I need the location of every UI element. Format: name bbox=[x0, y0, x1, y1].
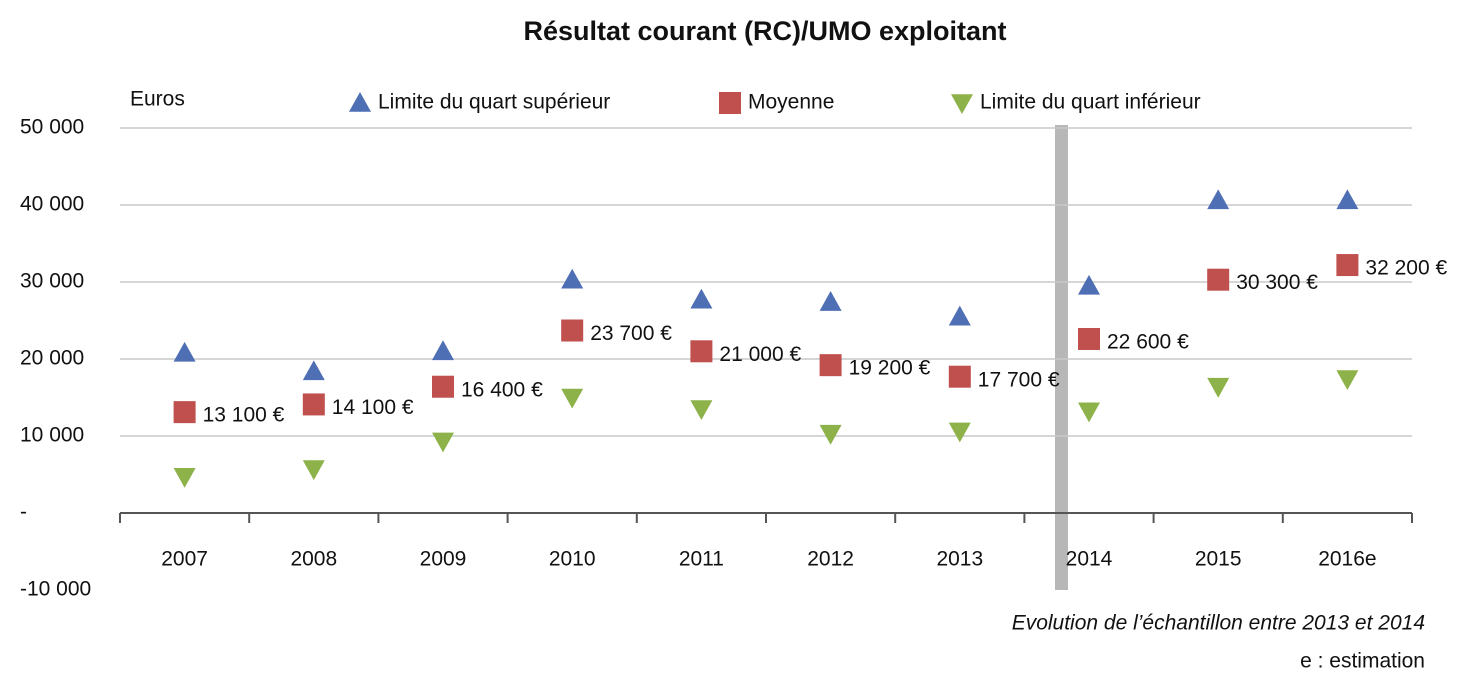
data-label: 14 100 € bbox=[332, 396, 414, 419]
data-label: 30 300 € bbox=[1236, 271, 1318, 294]
data-label: 19 200 € bbox=[849, 357, 931, 380]
data-label: 22 600 € bbox=[1107, 331, 1189, 354]
x-tick-label: 2009 bbox=[420, 548, 467, 571]
point bbox=[948, 422, 971, 443]
point bbox=[561, 268, 584, 289]
legend-marker bbox=[951, 94, 973, 114]
data-label: 17 700 € bbox=[978, 368, 1060, 391]
point bbox=[173, 468, 196, 488]
y-tick-label: 10 000 bbox=[20, 424, 84, 447]
x-tick-label: 2015 bbox=[1195, 548, 1242, 571]
data-label: 32 200 € bbox=[1365, 257, 1447, 280]
point bbox=[1336, 254, 1359, 277]
x-tick-label: 2014 bbox=[1066, 548, 1113, 571]
data-label: 13 100 € bbox=[203, 404, 285, 427]
point bbox=[1336, 370, 1359, 391]
point bbox=[819, 424, 842, 445]
point bbox=[1207, 377, 1230, 398]
y-tick-label: 40 000 bbox=[20, 193, 84, 216]
point bbox=[1078, 327, 1100, 350]
point bbox=[302, 393, 325, 416]
point bbox=[561, 319, 584, 342]
y-tick-label: 30 000 bbox=[20, 270, 84, 293]
point bbox=[690, 288, 713, 309]
point bbox=[819, 354, 842, 377]
x-tick-label: 2007 bbox=[161, 548, 208, 571]
point bbox=[819, 291, 842, 311]
point bbox=[432, 340, 454, 361]
x-tick-label: 2011 bbox=[679, 548, 724, 571]
point bbox=[561, 388, 584, 409]
point bbox=[1078, 274, 1100, 295]
x-tick-label: 2008 bbox=[290, 548, 337, 571]
legend-label: Limite du quart inférieur bbox=[980, 91, 1201, 114]
x-tick-label: 2010 bbox=[549, 548, 596, 571]
y-tick-label: 50 000 bbox=[20, 116, 84, 139]
annotation: Evolution de l’échantillon entre 2013 et… bbox=[1012, 612, 1425, 635]
legend-marker bbox=[719, 92, 741, 114]
x-tick-label: 2013 bbox=[936, 548, 983, 571]
legend-marker bbox=[349, 92, 371, 112]
point bbox=[948, 305, 971, 326]
point bbox=[432, 375, 454, 398]
point bbox=[302, 360, 325, 381]
y-axis-label: Euros bbox=[130, 88, 185, 111]
x-tick-label: 2016e bbox=[1318, 548, 1376, 571]
y-tick-label: 20 000 bbox=[20, 347, 84, 370]
point bbox=[1078, 402, 1100, 423]
y-tick-label: - bbox=[20, 501, 27, 524]
point bbox=[173, 341, 196, 362]
point bbox=[690, 340, 713, 363]
sample-break-bar bbox=[1055, 125, 1068, 590]
point bbox=[1207, 268, 1230, 291]
point bbox=[1336, 189, 1359, 210]
data-label: 23 700 € bbox=[590, 322, 672, 345]
point bbox=[432, 432, 454, 453]
y-tick-label: -10 000 bbox=[20, 578, 91, 601]
point bbox=[690, 400, 713, 421]
legend-label: Moyenne bbox=[748, 91, 834, 114]
data-label: 21 000 € bbox=[719, 343, 801, 366]
legend-label: Limite du quart supérieur bbox=[378, 91, 610, 114]
point bbox=[1207, 189, 1230, 210]
point bbox=[948, 365, 971, 388]
point bbox=[302, 460, 325, 481]
data-label: 16 400 € bbox=[461, 378, 543, 401]
chart-title: Résultat courant (RC)/UMO exploitant bbox=[523, 16, 1006, 46]
point bbox=[173, 401, 196, 424]
x-tick-label: 2012 bbox=[807, 548, 854, 571]
annotation: e : estimation bbox=[1300, 650, 1425, 673]
